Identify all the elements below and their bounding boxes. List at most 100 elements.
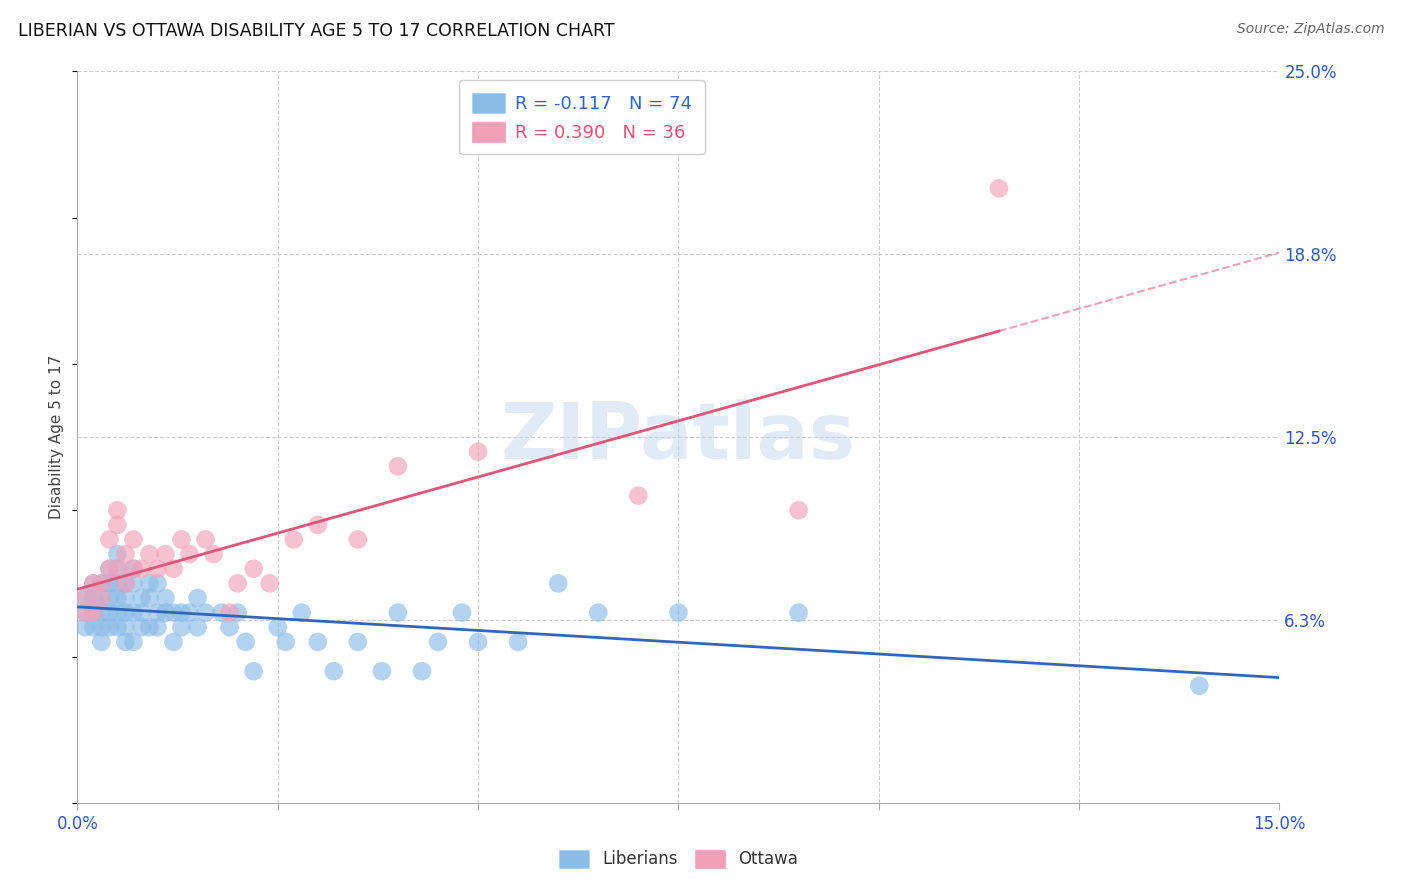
Point	[90, 635, 112, 649]
Point	[138, 547, 160, 561]
Point	[90, 591, 112, 605]
Point	[114, 576, 136, 591]
Point	[114, 591, 136, 605]
Point	[82, 576, 104, 591]
Point	[131, 620, 153, 634]
Text: ZIPatlas: ZIPatlas	[501, 399, 856, 475]
Point	[90, 591, 112, 605]
Point	[114, 576, 136, 591]
Point	[218, 606, 240, 620]
Point	[107, 562, 129, 576]
Point	[146, 562, 169, 576]
Point	[155, 606, 177, 620]
Point	[146, 606, 169, 620]
Point	[267, 620, 290, 634]
Point	[90, 576, 112, 591]
Point	[131, 562, 153, 576]
Point	[82, 576, 104, 591]
Point	[179, 606, 201, 620]
Point	[98, 620, 121, 634]
Point	[138, 576, 160, 591]
Point	[226, 576, 249, 591]
Point	[122, 562, 145, 576]
Point	[467, 635, 489, 649]
Point	[114, 620, 136, 634]
Point	[187, 591, 209, 605]
Point	[107, 620, 129, 634]
Point	[988, 181, 1011, 195]
Point	[122, 635, 145, 649]
Point	[138, 620, 160, 634]
Point	[75, 620, 97, 634]
Point	[122, 533, 145, 547]
Point	[90, 606, 112, 620]
Point	[291, 606, 314, 620]
Point	[283, 533, 305, 547]
Point	[427, 635, 450, 649]
Point	[107, 503, 129, 517]
Point	[146, 576, 169, 591]
Point	[187, 620, 209, 634]
Point	[146, 620, 169, 634]
Point	[588, 606, 610, 620]
Point	[451, 606, 474, 620]
Point	[90, 576, 112, 591]
Point	[226, 606, 249, 620]
Point	[242, 562, 264, 576]
Point	[194, 533, 217, 547]
Point	[162, 606, 184, 620]
Text: Source: ZipAtlas.com: Source: ZipAtlas.com	[1237, 22, 1385, 37]
Point	[1188, 679, 1211, 693]
Point	[387, 606, 409, 620]
Point	[307, 517, 329, 532]
Point	[122, 562, 145, 576]
Point	[82, 620, 104, 634]
Point	[75, 606, 97, 620]
Point	[98, 576, 121, 591]
Point	[98, 533, 121, 547]
Point	[122, 576, 145, 591]
Point	[82, 606, 104, 620]
Text: LIBERIAN VS OTTAWA DISABILITY AGE 5 TO 17 CORRELATION CHART: LIBERIAN VS OTTAWA DISABILITY AGE 5 TO 1…	[18, 22, 614, 40]
Point	[170, 533, 193, 547]
Point	[371, 664, 394, 678]
Point	[122, 606, 145, 620]
Point	[75, 591, 97, 605]
Point	[107, 576, 129, 591]
Point	[179, 547, 201, 561]
Point	[170, 620, 193, 634]
Point	[307, 635, 329, 649]
Point	[508, 635, 530, 649]
Point	[387, 459, 409, 474]
Point	[242, 664, 264, 678]
Point	[107, 606, 129, 620]
Point	[114, 547, 136, 561]
Point	[467, 444, 489, 458]
Point	[114, 606, 136, 620]
Point	[114, 635, 136, 649]
Point	[107, 517, 129, 532]
Point	[547, 576, 569, 591]
Point	[107, 562, 129, 576]
Point	[347, 635, 370, 649]
Point	[274, 635, 297, 649]
Point	[347, 533, 370, 547]
Point	[131, 606, 153, 620]
Point	[627, 489, 650, 503]
Point	[98, 606, 121, 620]
Point	[131, 591, 153, 605]
Point	[211, 606, 233, 620]
Point	[170, 606, 193, 620]
Point	[202, 547, 225, 561]
Point	[90, 620, 112, 634]
Point	[322, 664, 344, 678]
Point	[98, 591, 121, 605]
Point	[155, 591, 177, 605]
Point	[138, 591, 160, 605]
Point	[75, 591, 97, 605]
Point	[162, 562, 184, 576]
Point	[98, 562, 121, 576]
Point	[107, 591, 129, 605]
Point	[235, 635, 257, 649]
Point	[82, 591, 104, 605]
